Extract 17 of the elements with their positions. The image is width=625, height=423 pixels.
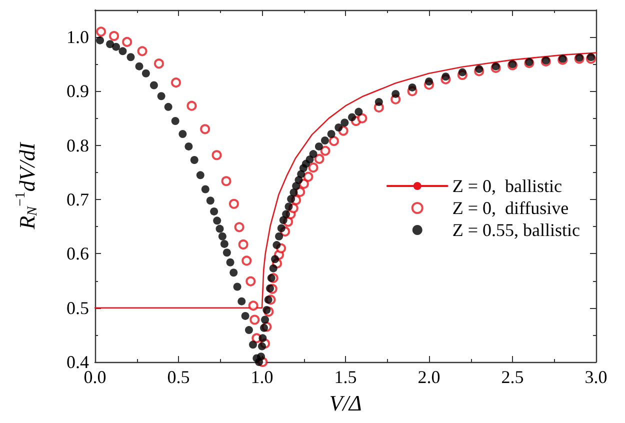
- legend-label: Z = 0.55, ballistic: [452, 220, 580, 240]
- x-tick-label: 0.5: [167, 367, 190, 387]
- x-tick-label: 3.0: [584, 367, 608, 387]
- y-tick-label: 1.0: [66, 27, 89, 48]
- legend-label: Z = 0, diffusive: [452, 198, 569, 218]
- x-tick-label: 2.0: [418, 367, 440, 387]
- y-tick-label: 0.8: [66, 135, 89, 156]
- x-tick-label: 1.0: [250, 367, 274, 387]
- legend-label: Z = 0, ballistic: [452, 176, 562, 196]
- y-tick-label: 0.6: [66, 244, 89, 264]
- x-tick-label: 1.5: [334, 367, 357, 387]
- y-tick-label: 0.9: [66, 81, 89, 102]
- x-axis-title: V/Δ: [329, 390, 362, 416]
- x-tick-label: 2.5: [501, 367, 524, 387]
- y-tick-label: 0.5: [66, 298, 89, 318]
- y-axis-title: RN−1dV/dI: [14, 141, 40, 230]
- y-tick-label: 0.7: [66, 190, 89, 210]
